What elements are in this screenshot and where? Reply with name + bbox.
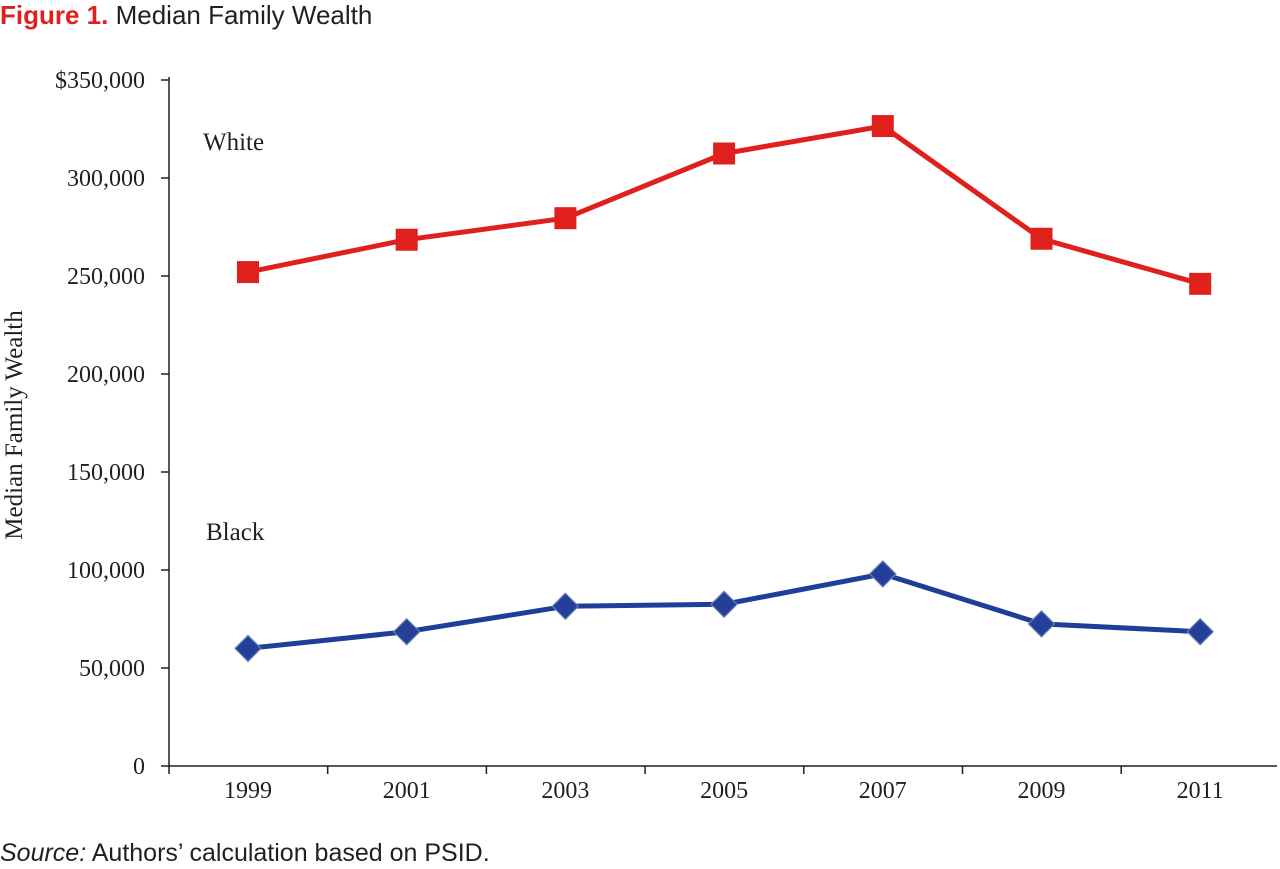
data-point-white <box>554 207 577 230</box>
x-tick-label: 2001 <box>383 778 431 804</box>
x-tick-label: 2005 <box>700 778 748 804</box>
y-tick-label: 150,000 <box>67 460 145 486</box>
series-label-black: Black <box>206 519 265 546</box>
x-tick-label: 2009 <box>1018 778 1066 804</box>
data-point-white <box>1189 272 1212 295</box>
data-point-black <box>868 560 897 588</box>
y-tick-label: 100,000 <box>67 558 145 584</box>
source-note: Source: Authors’ calculation based on PS… <box>0 838 490 868</box>
y-tick-label: 0 <box>133 754 145 780</box>
data-point-black <box>1027 610 1056 638</box>
data-point-black <box>1186 617 1215 646</box>
series-label-white: White <box>203 129 264 156</box>
figure-label: Figure 1. <box>0 0 109 30</box>
x-tick-label: 2003 <box>541 778 589 804</box>
data-point-white <box>237 261 259 284</box>
figure-title: Figure 1. Median Family Wealth <box>0 0 372 30</box>
source-text: Authors’ calculation based on PSID. <box>91 839 490 867</box>
figure-title-text: Median Family Wealth <box>115 0 373 30</box>
data-point-black <box>551 592 580 621</box>
y-tick-label: 300,000 <box>67 166 145 192</box>
chart-axes <box>168 77 1277 767</box>
x-tick-label: 2007 <box>859 778 907 804</box>
x-tick-label: 2011 <box>1177 778 1224 804</box>
y-tick-label: $350,000 <box>55 68 145 94</box>
data-point-black <box>234 634 262 663</box>
data-point-white <box>713 142 736 165</box>
y-tick-label: 50,000 <box>79 656 145 682</box>
x-tick-label: 1999 <box>224 778 272 804</box>
data-point-black <box>392 617 421 646</box>
y-tick-label: 250,000 <box>67 264 145 290</box>
source-label: Source: <box>0 839 87 867</box>
data-point-black <box>710 590 738 619</box>
x-ticks: 1999 2001 2003 2005 2007 2009 2011 <box>168 766 1224 804</box>
y-ticks: 0 50,000 100,000 150,000 200,000 250,000 300,0… <box>55 68 169 780</box>
data-point-white <box>1030 227 1053 250</box>
series-layer <box>234 115 1215 663</box>
y-axis-label: Median Family Wealth <box>1 310 28 540</box>
y-tick-label: 200,000 <box>67 362 145 388</box>
data-point-white <box>871 115 894 138</box>
data-point-white <box>395 228 418 251</box>
